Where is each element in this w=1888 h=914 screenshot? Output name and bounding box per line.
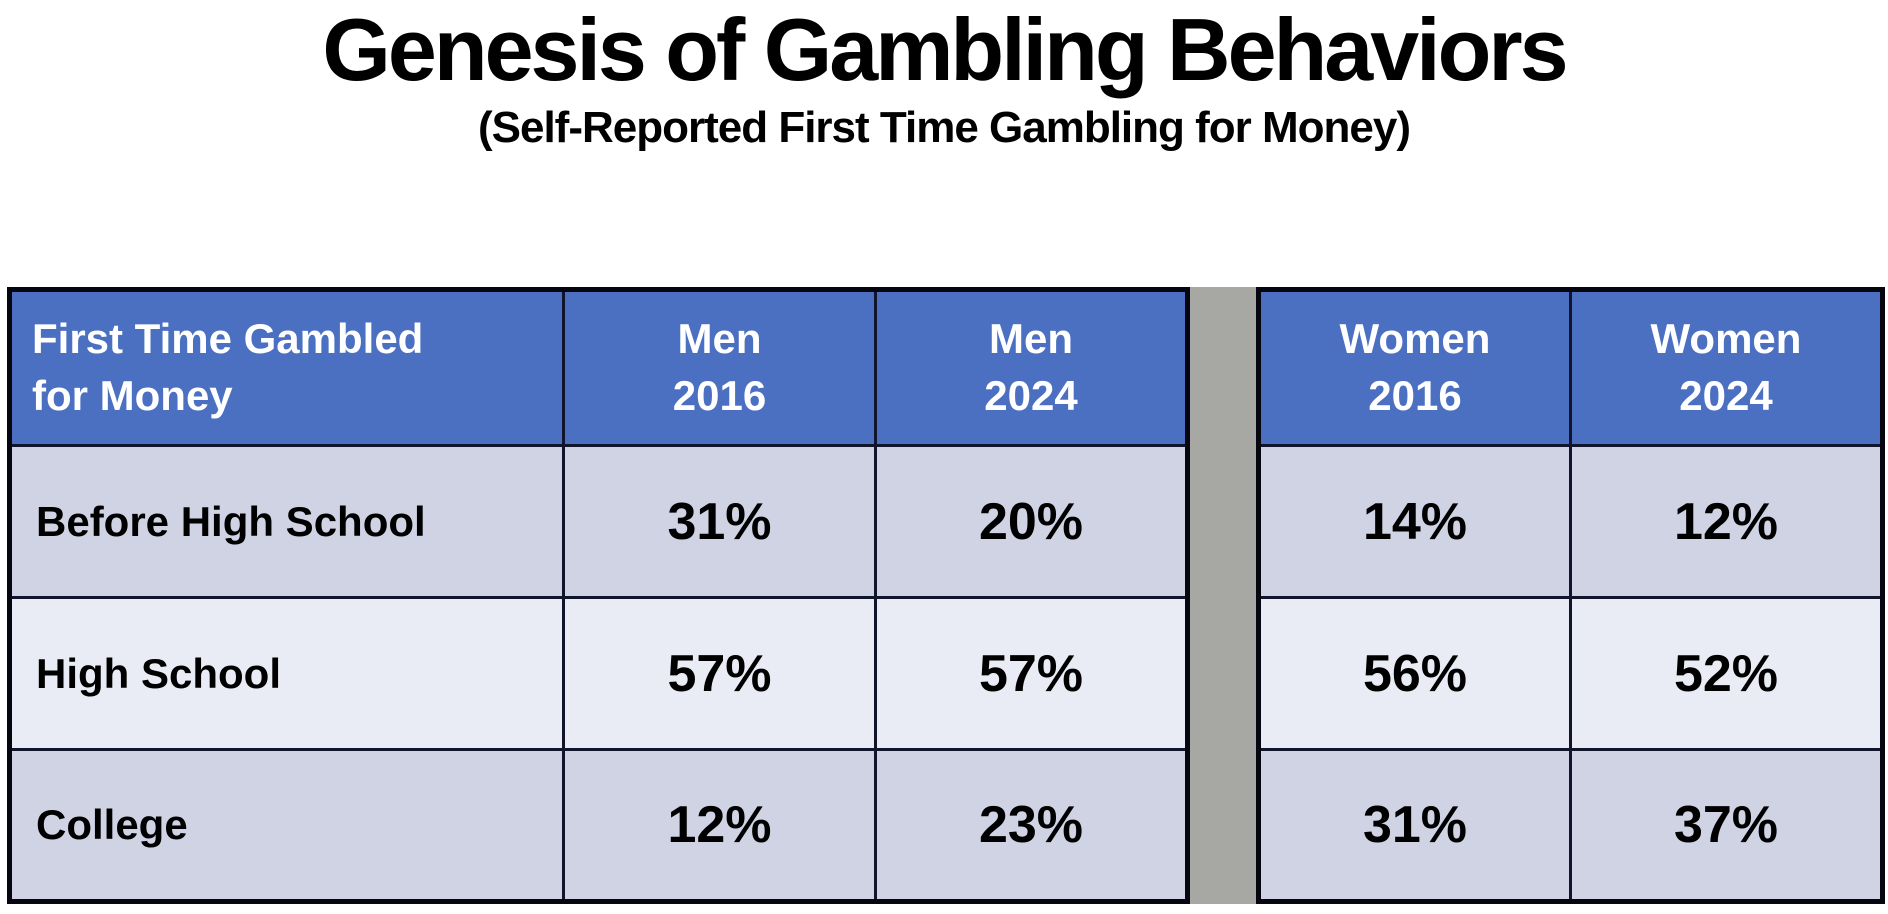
header-row: First Time Gambled for Money Men 2016 Me… xyxy=(7,287,1190,447)
row-label-high-school: High School xyxy=(7,596,565,751)
row-label-before-high-school: Before High School xyxy=(7,444,565,599)
table-row-college: 31% 37% xyxy=(1256,748,1885,904)
table-row-before-high-school: Before High School 31% 20% xyxy=(7,444,1190,599)
value-before-high-school-men-2024: 20% xyxy=(874,444,1190,599)
gray-divider-column xyxy=(1190,287,1256,904)
row-label-college: College xyxy=(7,748,565,904)
women-table: Women 2016 Women 2024 14% 12% 56% 52% 31… xyxy=(1256,287,1885,904)
value-college-men-2016: 12% xyxy=(562,748,877,904)
gambling-table: First Time Gambled for Money Men 2016 Me… xyxy=(7,287,1885,904)
row-header-first-time-gambled: First Time Gambled for Money xyxy=(7,287,565,447)
value-college-men-2024: 23% xyxy=(874,748,1190,904)
value-high-school-women-2016: 56% xyxy=(1256,596,1572,751)
column-header-women-2016: Women 2016 xyxy=(1256,287,1572,447)
value-before-high-school-women-2016: 14% xyxy=(1256,444,1572,599)
page-title: Genesis of Gambling Behaviors xyxy=(322,0,1568,99)
value-high-school-men-2016: 57% xyxy=(562,596,877,751)
table-row-high-school: 56% 52% xyxy=(1256,596,1885,751)
header-row: Women 2016 Women 2024 xyxy=(1256,287,1885,447)
column-header-women-2024: Women 2024 xyxy=(1569,287,1885,447)
value-before-high-school-men-2016: 31% xyxy=(562,444,877,599)
column-header-men-2016: Men 2016 xyxy=(562,287,877,447)
value-high-school-women-2024: 52% xyxy=(1569,596,1885,751)
column-header-men-2024: Men 2024 xyxy=(874,287,1190,447)
page-header: Genesis of Gambling Behaviors (Self-Repo… xyxy=(0,2,1888,153)
value-high-school-men-2024: 57% xyxy=(874,596,1190,751)
table-row-high-school: High School 57% 57% xyxy=(7,596,1190,751)
table-row-college: College 12% 23% xyxy=(7,748,1190,904)
table-row-before-high-school: 14% 12% xyxy=(1256,444,1885,599)
value-college-women-2024: 37% xyxy=(1569,748,1885,904)
page-subtitle: (Self-Reported First Time Gambling for M… xyxy=(477,103,1411,153)
value-college-women-2016: 31% xyxy=(1256,748,1572,904)
men-table: First Time Gambled for Money Men 2016 Me… xyxy=(7,287,1190,904)
value-before-high-school-women-2024: 12% xyxy=(1569,444,1885,599)
